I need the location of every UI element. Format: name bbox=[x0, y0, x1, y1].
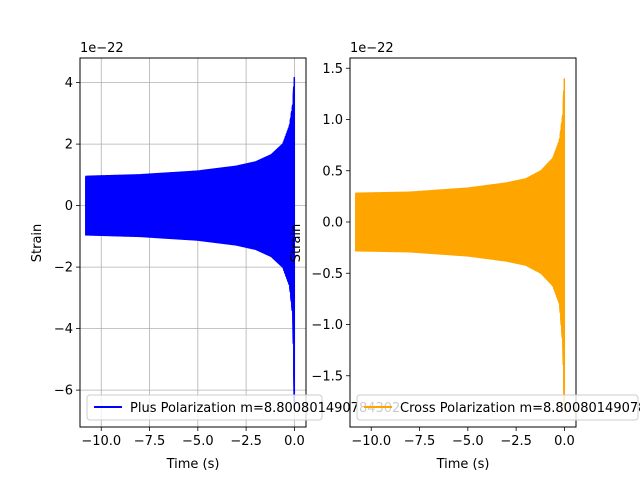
x-tick-label: −10.0 bbox=[351, 434, 391, 449]
y-tick-label: 1.0 bbox=[322, 113, 343, 128]
x-tick-label: −7.5 bbox=[404, 434, 436, 449]
y-axis-label: Strain bbox=[30, 224, 45, 263]
y-axis-label: Strain bbox=[289, 224, 304, 263]
x-axis-label: Time (s) bbox=[436, 457, 490, 472]
x-tick-label: 0.0 bbox=[284, 434, 305, 449]
legend: Cross Polarization m=8.800801490784302 bbox=[356, 394, 640, 421]
y-tick-label: 0.5 bbox=[322, 164, 343, 179]
legend-label: Plus Polarization m=8.800801490784302 bbox=[130, 401, 400, 416]
y-tick-label: −6 bbox=[54, 384, 73, 399]
y-tick-label: 1.5 bbox=[322, 62, 343, 77]
y-tick-label: 4 bbox=[65, 76, 73, 91]
y-tick-label: 0 bbox=[65, 199, 73, 214]
legend-box bbox=[86, 394, 323, 421]
legend: Plus Polarization m=8.800801490784302 bbox=[86, 394, 400, 421]
y-tick-label: −4 bbox=[54, 322, 73, 337]
x-tick-label: −2.5 bbox=[230, 434, 262, 449]
plus-polarization-panel: −10.0 −7.5 −5.0 −2.5 0.0 −6 −4 −2 0 2 4 1e−22 Time… bbox=[30, 41, 400, 472]
x-tick-label: −10.0 bbox=[81, 434, 121, 449]
y-offset-label: 1e−22 bbox=[80, 41, 124, 56]
x-tick-label: −7.5 bbox=[134, 434, 166, 449]
axes-frame bbox=[349, 57, 577, 428]
x-axis-label: Time (s) bbox=[166, 457, 220, 472]
y-tick-label: −2 bbox=[54, 261, 73, 276]
waveform-series bbox=[355, 78, 566, 412]
y-tick-label: −1.5 bbox=[311, 369, 343, 384]
cross-polarization-panel: −10.0 −7.5 −5.0 −2.5 0.0 −1.5 −1.0 −0.5 0.0 0.5 1.… bbox=[289, 41, 640, 472]
y-tick-label: −1.0 bbox=[311, 318, 343, 333]
y-tick-label: 2 bbox=[65, 138, 73, 153]
plus-polarization-line bbox=[85, 77, 296, 408]
y-tick-label: −0.5 bbox=[311, 267, 343, 282]
legend-box bbox=[356, 394, 639, 421]
tick-marks: −10.0 −7.5 −5.0 −2.5 0.0 −6 −4 −2 0 2 4 bbox=[54, 76, 305, 449]
tick-marks: −10.0 −7.5 −5.0 −2.5 0.0 −1.5 −1.0 −0.5 0.0 0.5 1.… bbox=[311, 62, 574, 449]
x-tick-label: −5.0 bbox=[452, 434, 484, 449]
legend-label: Cross Polarization m=8.800801490784302 bbox=[400, 401, 640, 416]
cross-polarization-line bbox=[355, 78, 566, 412]
x-tick-label: −5.0 bbox=[182, 434, 214, 449]
waveform-series bbox=[85, 77, 296, 408]
x-tick-label: −2.5 bbox=[500, 434, 532, 449]
axes-frame bbox=[79, 57, 307, 428]
y-tick-label: 0.0 bbox=[322, 216, 343, 231]
y-offset-label: 1e−22 bbox=[350, 41, 394, 56]
x-tick-label: 0.0 bbox=[554, 434, 575, 449]
